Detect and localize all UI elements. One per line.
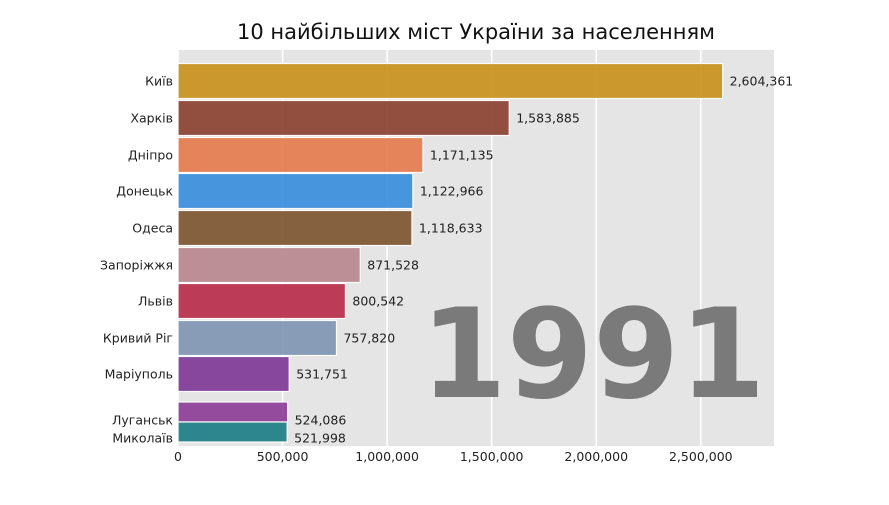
category-label: Кривий Ріг [103,331,173,346]
x-tick-label: 1,500,000 [460,449,524,464]
category-label: Дніпро [128,148,173,163]
value-label: 757,820 [343,331,395,346]
value-label: 1,122,966 [420,184,484,199]
bar [177,282,347,320]
category-label: Львів [138,294,173,309]
category-label: Донецьк [116,184,173,199]
bar [177,401,289,423]
bars [177,62,724,443]
bar [177,62,724,100]
bar [177,246,361,284]
x-tick-labels: 0 500,000 1,000,000 1,500,000 2,000,000 2,500… [174,449,733,464]
value-label: 1,583,885 [516,111,580,126]
category-label: Запоріжжя [100,258,173,273]
bar [177,421,288,443]
x-tick-label: 0 [174,449,182,464]
value-labels: 2,604,361 1,583,885 1,171,135 1,122,966 1,11… [294,74,793,446]
bar [177,172,414,210]
category-label: Київ [145,74,173,89]
category-label: Миколаїв [112,431,173,446]
year-watermark: 1991 [420,283,765,427]
chart-title: 10 найбільших міст України за населенням [237,20,715,44]
bar [177,355,290,393]
category-label: Харків [130,111,173,126]
x-tick-label: 500,000 [257,449,309,464]
value-label: 871,528 [367,258,419,273]
category-label: Луганськ [112,413,173,428]
value-label: 2,604,361 [730,74,794,89]
category-labels: Київ Харків Дніпро Донецьк Одеса Запоріжжя Льв… [100,74,173,446]
value-label: 1,171,135 [430,148,494,163]
bar [177,319,338,357]
x-tick-label: 1,000,000 [355,449,419,464]
value-label: 1,118,633 [419,221,483,236]
bar [177,99,510,137]
x-tick-label: 2,000,000 [564,449,628,464]
bar [177,209,413,247]
value-label: 524,086 [295,413,347,428]
bar [177,136,424,174]
value-label: 531,751 [296,367,348,382]
value-label: 521,998 [294,431,346,446]
value-label: 800,542 [352,294,404,309]
x-tick-label: 2,500,000 [669,449,733,464]
category-label: Одеса [132,221,173,236]
category-label: Маріуполь [105,367,173,382]
